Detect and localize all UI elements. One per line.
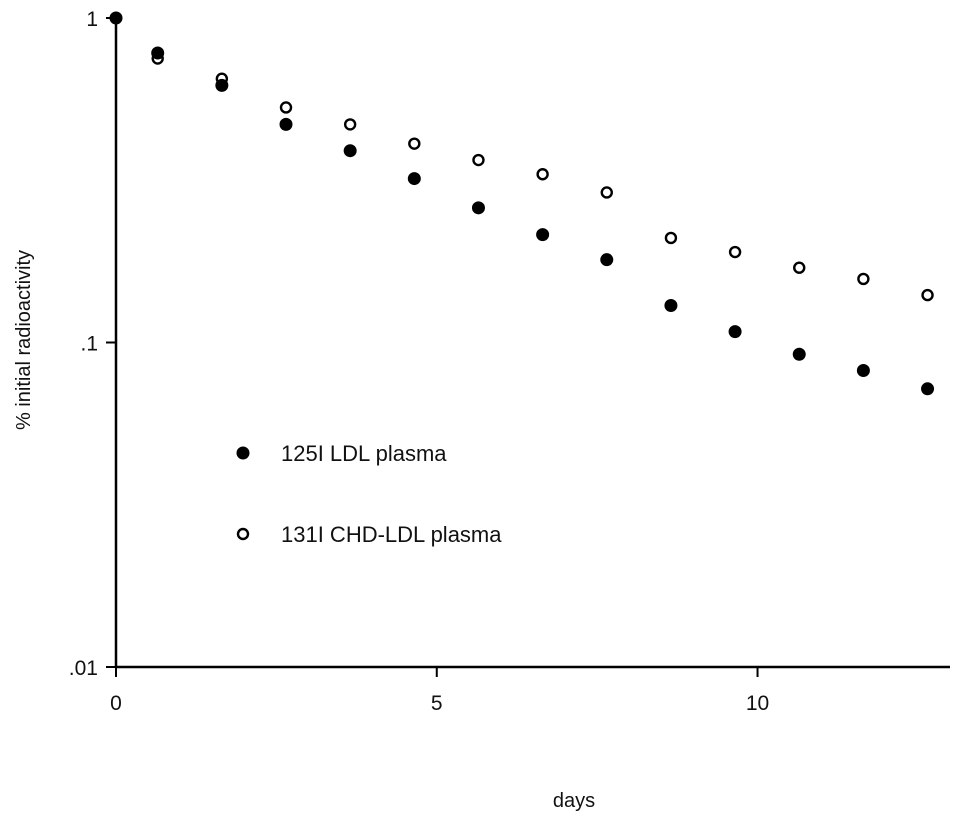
series-open <box>109 11 934 302</box>
data-point <box>151 46 165 60</box>
data-point <box>472 153 485 167</box>
legend-label: 131I CHD-LDL plasma <box>281 522 502 547</box>
data-point <box>343 118 357 131</box>
data-point <box>600 253 614 267</box>
data-point <box>921 288 934 302</box>
axis-ticks: 0 5 10 1 .1 .01 <box>69 8 769 715</box>
y-axis-title: % initial radioactivity <box>13 250 35 430</box>
data-point <box>279 101 293 114</box>
data-point <box>407 172 421 186</box>
legend-item: 131I CHD-LDL plasma <box>236 522 502 547</box>
data-point <box>408 137 421 150</box>
legend-filled-marker <box>236 446 250 460</box>
data-points <box>109 11 935 396</box>
data-point <box>471 201 485 215</box>
series-filled <box>109 11 935 396</box>
y-tick-label: 1 <box>86 8 98 31</box>
data-point <box>343 144 357 158</box>
data-point <box>279 117 293 131</box>
data-point <box>921 382 935 396</box>
data-point <box>600 186 613 199</box>
legend-item: 125I LDL plasma <box>236 441 447 466</box>
data-point <box>856 363 870 377</box>
x-tick-label: 10 <box>746 692 769 715</box>
data-point <box>857 272 870 286</box>
x-tick-label: 5 <box>431 692 443 715</box>
data-point <box>728 245 742 259</box>
data-point <box>793 261 806 274</box>
data-point <box>664 299 678 313</box>
legend-open-marker <box>236 527 250 541</box>
data-point <box>664 231 678 245</box>
legend-label: 125I LDL plasma <box>281 441 447 466</box>
data-point <box>536 168 549 181</box>
x-tick-label: 0 <box>110 692 122 715</box>
data-point <box>109 11 123 25</box>
y-tick-label: .01 <box>69 657 98 680</box>
y-tick-label: .1 <box>80 333 98 356</box>
data-point <box>215 78 229 92</box>
axes <box>114 16 950 669</box>
legend: 125I LDL plasma 131I CHD-LDL plasma <box>236 441 502 547</box>
data-point <box>536 228 550 242</box>
data-point <box>728 325 742 339</box>
data-point <box>792 347 806 361</box>
x-axis-title: days <box>553 790 595 812</box>
